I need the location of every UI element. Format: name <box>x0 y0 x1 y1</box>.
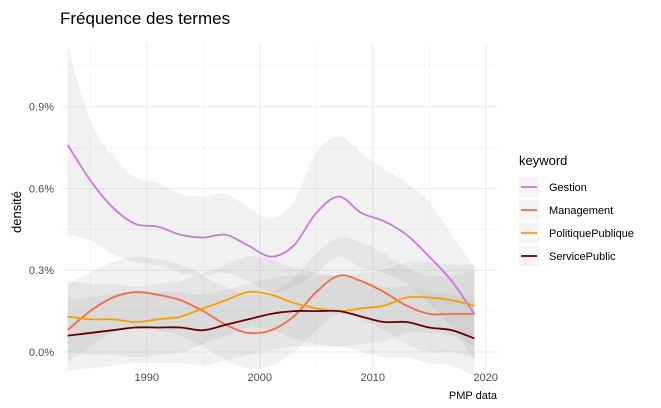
y-axis-title: densité <box>9 191 24 233</box>
legend-label: PolitiquePublique <box>549 228 634 240</box>
series-lines <box>66 144 476 340</box>
y-axis-ticks: 0.0% 0.3% 0.6% 0.9% <box>29 102 54 359</box>
x-tick-label: 2000 <box>247 372 271 384</box>
series-line <box>66 144 476 315</box>
x-tick-label: 2020 <box>473 372 497 384</box>
grid-minor <box>62 44 497 367</box>
confidence-band <box>67 237 475 369</box>
confidence-band <box>67 275 475 377</box>
series-line <box>67 274 475 335</box>
plot-panel <box>62 44 497 377</box>
legend-items: Gestion Management PolitiquePublique Servic… <box>519 177 634 266</box>
y-tick-label: 0.6% <box>29 183 54 195</box>
y-tick-label: 0.3% <box>29 265 54 277</box>
y-tick-label: 0.0% <box>29 347 54 359</box>
confidence-bands <box>67 46 475 377</box>
legend: keyword Gestion Management PolitiquePubliq… <box>519 153 634 266</box>
y-tick-label: 0.9% <box>29 102 54 114</box>
x-tick-label: 2010 <box>360 372 384 384</box>
legend-label: Management <box>549 205 613 217</box>
legend-title: keyword <box>519 153 567 168</box>
legend-label: ServicePublic <box>549 251 616 263</box>
chart-title: Fréquence des termes <box>60 9 230 28</box>
grid-major <box>62 44 497 367</box>
x-axis-ticks: 1990 2000 2010 2020 <box>134 372 497 384</box>
confidence-band <box>67 256 475 358</box>
caption: PMP data <box>449 390 498 402</box>
series-line <box>67 309 475 340</box>
x-tick-label: 1990 <box>134 372 158 384</box>
series-line <box>67 290 475 323</box>
confidence-band <box>67 46 475 361</box>
legend-label: Gestion <box>549 182 587 194</box>
